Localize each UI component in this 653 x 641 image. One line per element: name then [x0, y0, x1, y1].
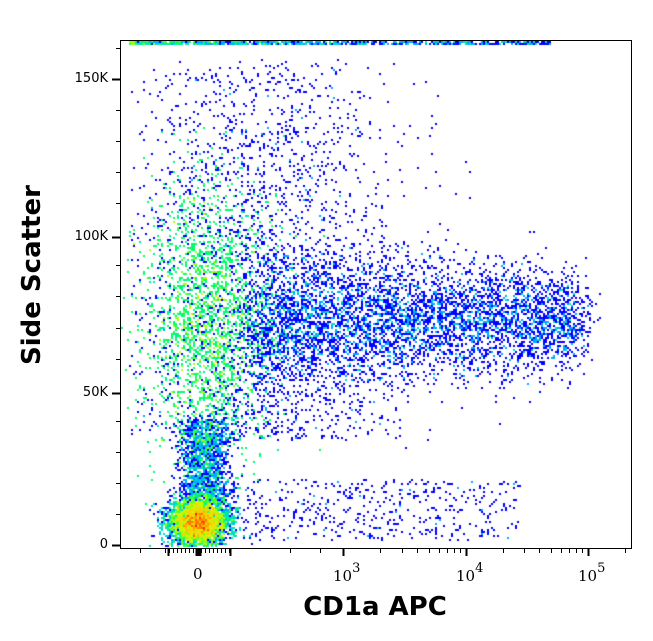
y-tick-label-0: 0 [99, 537, 108, 552]
y-tick-label-150k: 150K [74, 71, 108, 86]
x-tick-label-1e3: 103 [333, 561, 361, 585]
y-tick-label-100k: 100K [74, 229, 108, 244]
density-dot-plot [121, 41, 631, 548]
y-axis-title: Side Scatter [17, 185, 47, 365]
y-tick-label-50k: 50K [82, 385, 108, 400]
x-tick-label-1e5: 105 [578, 561, 606, 585]
x-tick-label-0: 0 [193, 565, 203, 583]
x-tick-label-1e4: 104 [456, 561, 484, 585]
x-axis-title: CD1a APC [303, 592, 447, 622]
